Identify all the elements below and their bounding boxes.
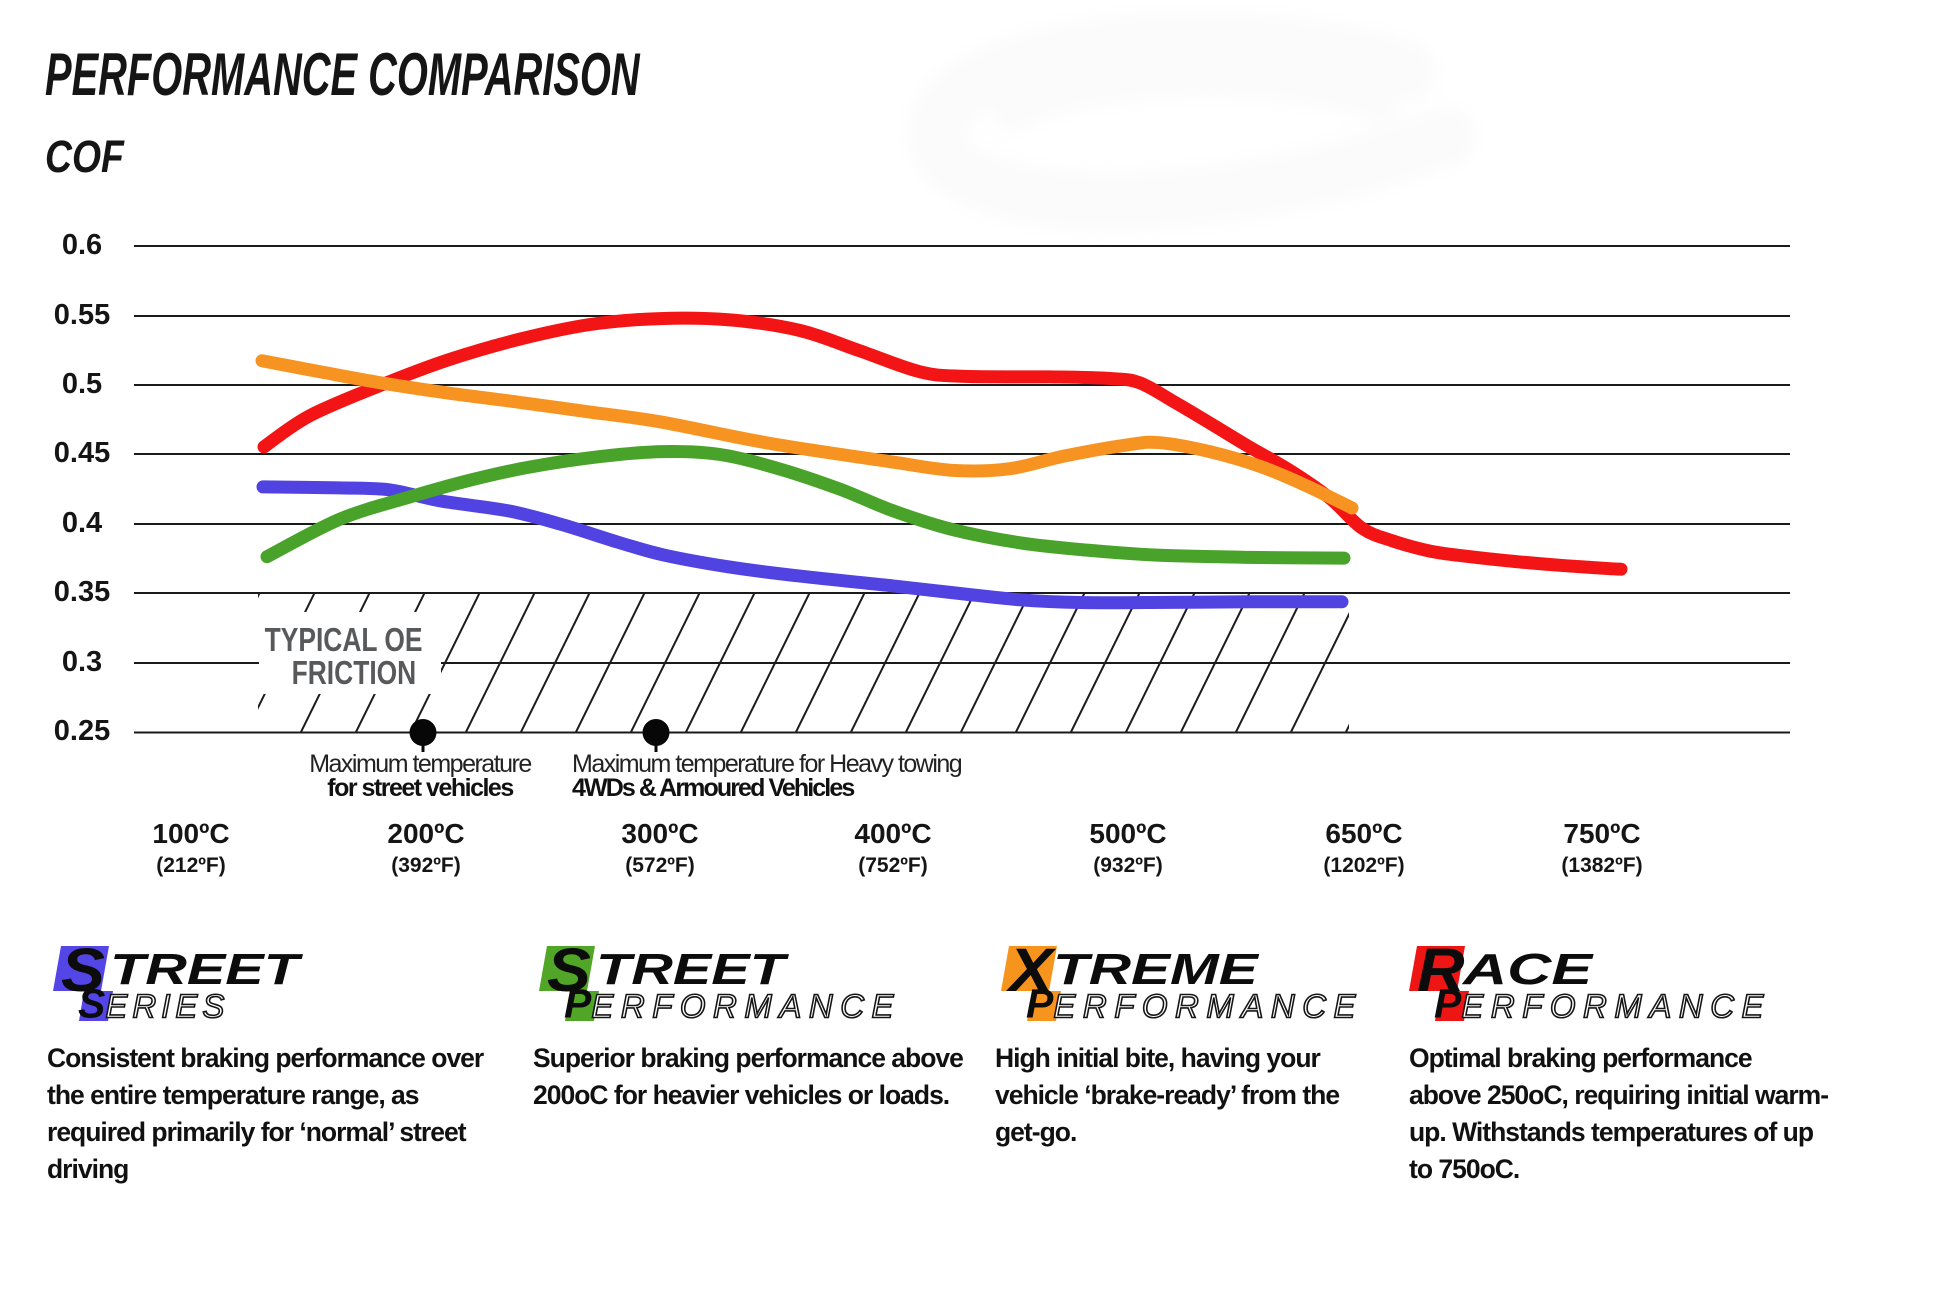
svg-text:ACE: ACE: [1461, 945, 1594, 994]
svg-text:X: X: [1006, 941, 1057, 1004]
svg-text:TREET: TREET: [110, 945, 303, 994]
svg-text:PERFORMANCE: PERFORMANCE: [564, 981, 901, 1027]
svg-text:S: S: [547, 941, 591, 1004]
svg-text:PERFORMANCE: PERFORMANCE: [1434, 981, 1771, 1027]
svg-text:R: R: [1417, 941, 1465, 1004]
svg-text:SERIES: SERIES: [78, 981, 229, 1027]
svg-text:TREME: TREME: [1053, 944, 1259, 993]
svg-text:TREET: TREET: [596, 945, 789, 994]
svg-text:PERFORMANCE: PERFORMANCE: [1026, 981, 1363, 1027]
svg-text:S: S: [61, 941, 105, 1004]
